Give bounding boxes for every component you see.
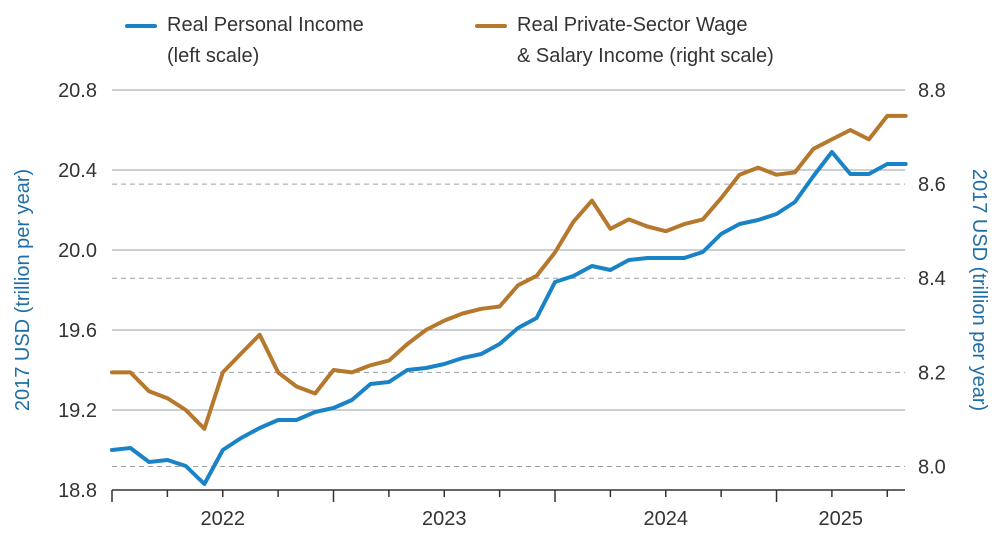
right-tick-label: 8.6 [918, 174, 946, 196]
left-axis-title: 2017 USD (trillion per year) [12, 169, 34, 411]
legend-swatch-blue [125, 24, 157, 28]
legend-item-wage-income: Real Private-Sector Wage & Salary Income… [475, 10, 774, 72]
x-tick-label: 2022 [201, 508, 246, 530]
series-lines [110, 113, 908, 486]
legend-label-line2: (left scale) [167, 45, 260, 67]
left-tick-label: 20.4 [58, 160, 97, 182]
left-tick-label: 20.0 [58, 240, 97, 262]
right-axis-title: 2017 USD (trillion per year) [968, 169, 990, 411]
right-tick-label: 8.2 [918, 362, 946, 384]
series-line-left [110, 150, 908, 486]
right-tick-label: 8.8 [918, 80, 946, 102]
legend-label-line2: & Salary Income (right scale) [517, 45, 774, 67]
right-tick-label: 8.4 [918, 268, 946, 290]
right-tick-label: 8.0 [918, 456, 946, 478]
left-tick-label: 19.6 [58, 320, 97, 342]
legend-label-line1: Real Private-Sector Wage [517, 14, 748, 36]
legend-swatch-brown [475, 24, 507, 28]
legend-item-personal-income: Real Personal Income (left scale) [125, 10, 364, 72]
gridlines [112, 89, 905, 491]
x-tick-label: 2025 [819, 508, 864, 530]
series-line-right [110, 113, 908, 431]
left-tick-label: 18.8 [58, 480, 97, 502]
left-tick-label: 19.2 [58, 400, 97, 422]
left-axis-tick-labels: 18.8 19.2 19.6 20.0 20.4 20.8 [58, 80, 97, 502]
x-tick-label: 2023 [422, 508, 467, 530]
x-axis-ticks: 2022 2023 2024 2025 [111, 490, 889, 530]
left-tick-label: 20.8 [58, 80, 97, 102]
right-axis-tick-labels: 8.0 8.2 8.4 8.6 8.8 [918, 80, 946, 478]
legend-label-line1: Real Personal Income [167, 14, 364, 36]
x-tick-label: 2024 [644, 508, 689, 530]
